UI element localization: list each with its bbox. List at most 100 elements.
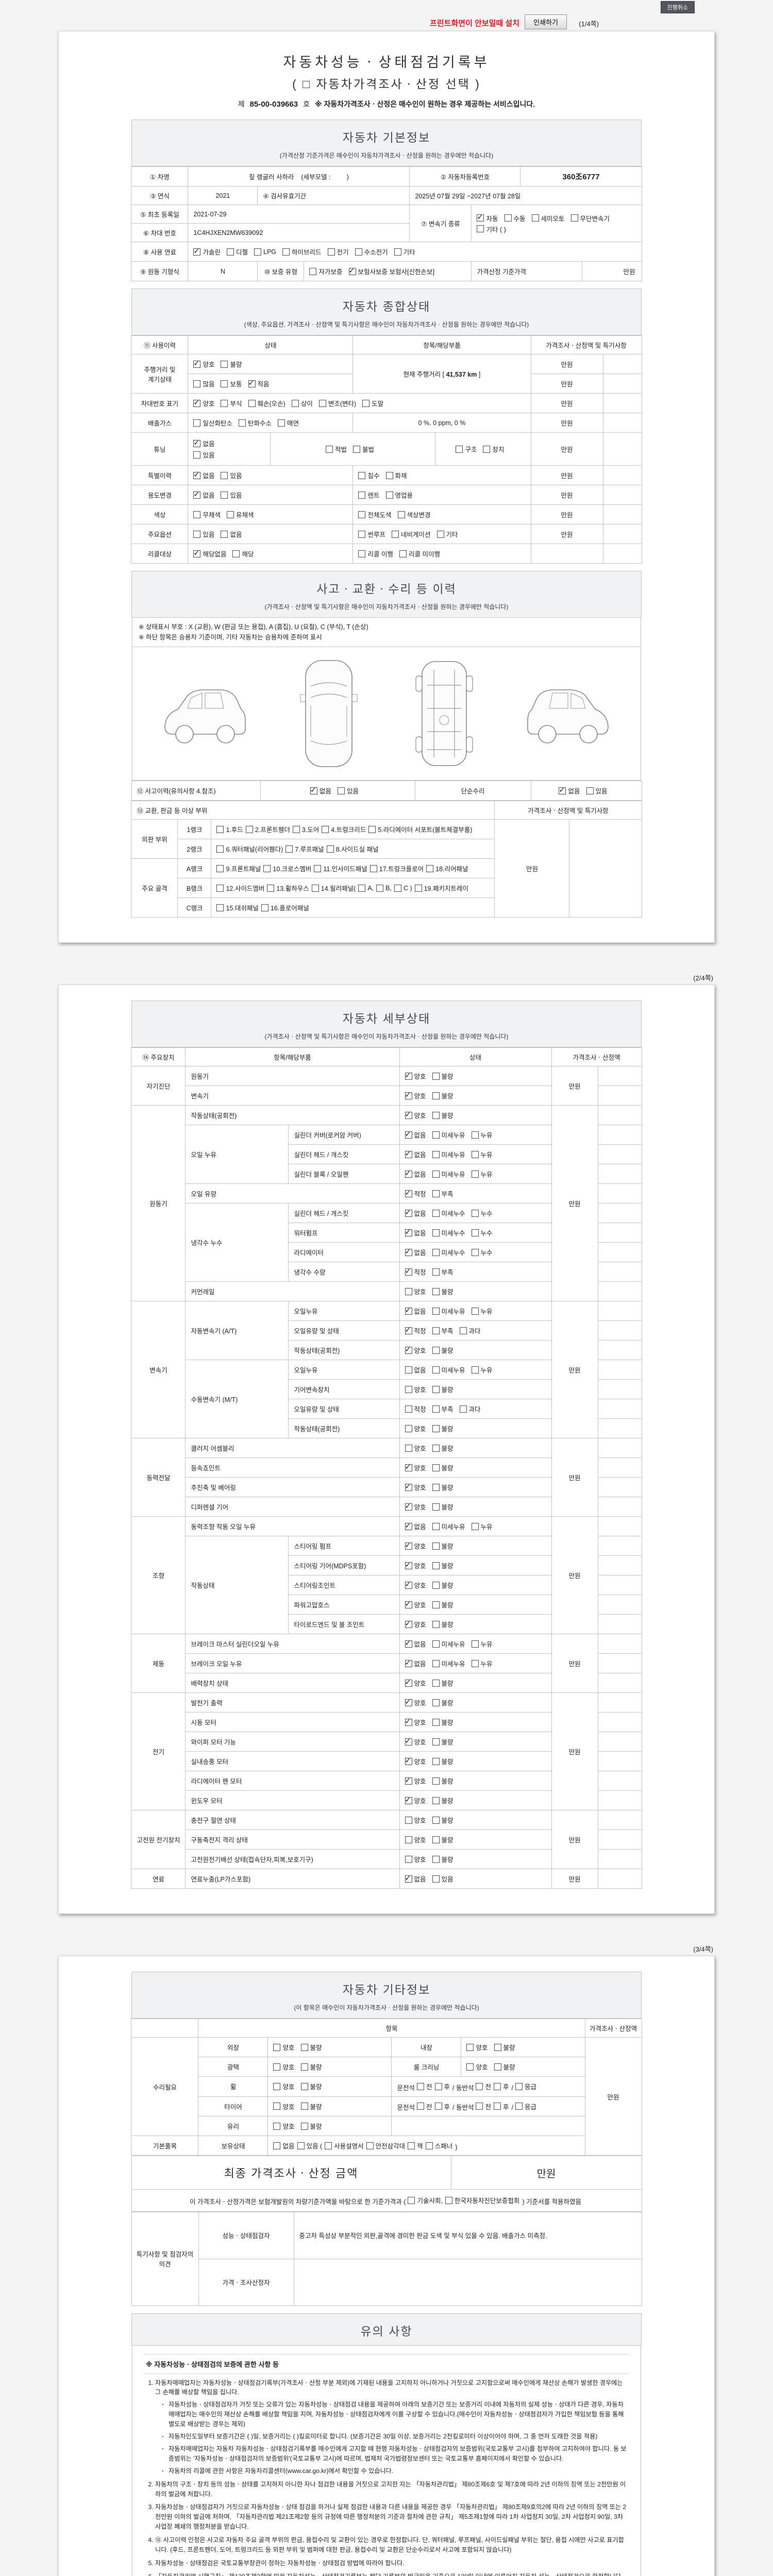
checkbox[interactable] (432, 1562, 440, 1569)
checkbox[interactable] (348, 266, 356, 275)
checkbox[interactable] (405, 1425, 412, 1432)
checkbox[interactable] (248, 399, 256, 407)
checkbox[interactable] (300, 2103, 308, 2110)
checkbox[interactable] (221, 491, 228, 499)
checkbox[interactable] (238, 419, 246, 427)
checkbox[interactable] (456, 445, 463, 453)
checkbox[interactable] (471, 1248, 479, 1256)
checkbox[interactable] (432, 1503, 440, 1511)
checkbox[interactable] (327, 248, 335, 256)
checkbox[interactable] (405, 1619, 412, 1628)
checkbox[interactable] (405, 1658, 412, 1667)
checkbox[interactable] (405, 1756, 412, 1765)
checkbox[interactable] (426, 865, 434, 872)
checkbox[interactable] (193, 470, 201, 479)
checkbox[interactable] (267, 884, 275, 892)
checkbox[interactable] (221, 471, 228, 479)
checkbox[interactable] (466, 2063, 474, 2071)
checkbox[interactable] (432, 1659, 440, 1667)
checkbox[interactable] (408, 2196, 415, 2204)
checkbox[interactable] (471, 1131, 479, 1139)
checkbox[interactable] (358, 511, 366, 518)
checkbox[interactable] (221, 380, 228, 387)
checkbox[interactable] (432, 1620, 440, 1628)
checkbox[interactable] (476, 2103, 483, 2110)
checkbox[interactable] (434, 2103, 442, 2110)
checkbox[interactable] (445, 2196, 452, 2204)
checkbox[interactable] (476, 2082, 483, 2090)
checkbox[interactable] (405, 1306, 412, 1315)
checkbox[interactable] (297, 2142, 305, 2149)
checkbox[interactable] (494, 2063, 501, 2071)
checkbox[interactable] (405, 1444, 412, 1452)
checkbox[interactable] (300, 2063, 308, 2071)
checkbox[interactable] (405, 1639, 412, 1648)
checkbox[interactable] (291, 399, 299, 407)
checkbox[interactable] (459, 1405, 467, 1413)
checkbox[interactable] (292, 825, 300, 833)
checkbox[interactable] (432, 1170, 440, 1178)
checkbox[interactable] (397, 511, 405, 518)
checkbox[interactable] (471, 1229, 479, 1236)
checkbox[interactable] (405, 1208, 412, 1217)
checkbox[interactable] (325, 2142, 332, 2149)
checkbox[interactable] (405, 1267, 412, 1276)
checkbox[interactable] (216, 825, 224, 833)
checkbox[interactable] (471, 1150, 479, 1158)
checkbox[interactable] (432, 1699, 440, 1706)
checkbox[interactable] (193, 438, 201, 447)
checkbox[interactable] (586, 787, 594, 794)
checkbox[interactable] (405, 1345, 412, 1354)
checkbox[interactable] (358, 471, 366, 479)
checkbox[interactable] (432, 1385, 440, 1393)
checkbox[interactable] (405, 1737, 412, 1745)
checkbox[interactable] (273, 2082, 281, 2090)
checkbox[interactable] (570, 214, 578, 222)
checkbox[interactable] (471, 1659, 479, 1667)
checkbox[interactable] (417, 2103, 424, 2110)
checkbox[interactable] (432, 1522, 440, 1530)
checkbox[interactable] (322, 825, 329, 833)
checkbox[interactable] (405, 1795, 412, 1804)
checkbox[interactable] (368, 825, 376, 833)
checkbox[interactable] (436, 530, 444, 538)
checkbox[interactable] (278, 419, 285, 427)
checkbox[interactable] (432, 1366, 440, 1374)
checkbox[interactable] (232, 550, 240, 557)
checkbox[interactable] (405, 1110, 412, 1119)
checkbox[interactable] (471, 1366, 479, 1374)
checkbox[interactable] (432, 1150, 440, 1158)
checkbox[interactable] (417, 2082, 424, 2090)
checkbox[interactable] (432, 1581, 440, 1589)
checkbox[interactable] (254, 248, 262, 256)
checkbox[interactable] (405, 1405, 412, 1413)
checkbox[interactable] (405, 1717, 412, 1726)
checkbox[interactable] (405, 1482, 412, 1491)
checkbox[interactable] (531, 214, 539, 222)
checkbox[interactable] (471, 1170, 479, 1178)
checkbox[interactable] (471, 1522, 479, 1530)
checkbox[interactable] (459, 1327, 467, 1334)
checkbox[interactable] (515, 2103, 523, 2110)
checkbox[interactable] (193, 490, 201, 499)
checkbox[interactable] (432, 1425, 440, 1432)
checkbox[interactable] (432, 1464, 440, 1471)
checkbox[interactable] (376, 884, 384, 892)
checkbox[interactable] (432, 1875, 440, 1883)
checkbox[interactable] (405, 1678, 412, 1687)
checkbox[interactable] (273, 2122, 281, 2130)
checkbox[interactable] (318, 399, 326, 407)
checkbox[interactable] (394, 884, 401, 892)
checkbox[interactable] (358, 550, 366, 557)
checkbox[interactable] (405, 1385, 412, 1393)
checkbox[interactable] (366, 2142, 374, 2149)
checkbox[interactable] (432, 1679, 440, 1687)
checkbox[interactable] (405, 1874, 412, 1883)
checkbox[interactable] (216, 884, 224, 892)
checkbox[interactable] (477, 213, 484, 222)
checkbox[interactable] (515, 2082, 523, 2090)
checkbox[interactable] (432, 1777, 440, 1785)
checkbox[interactable] (358, 491, 366, 499)
checkbox[interactable] (405, 1149, 412, 1158)
checkbox[interactable] (273, 2063, 281, 2071)
